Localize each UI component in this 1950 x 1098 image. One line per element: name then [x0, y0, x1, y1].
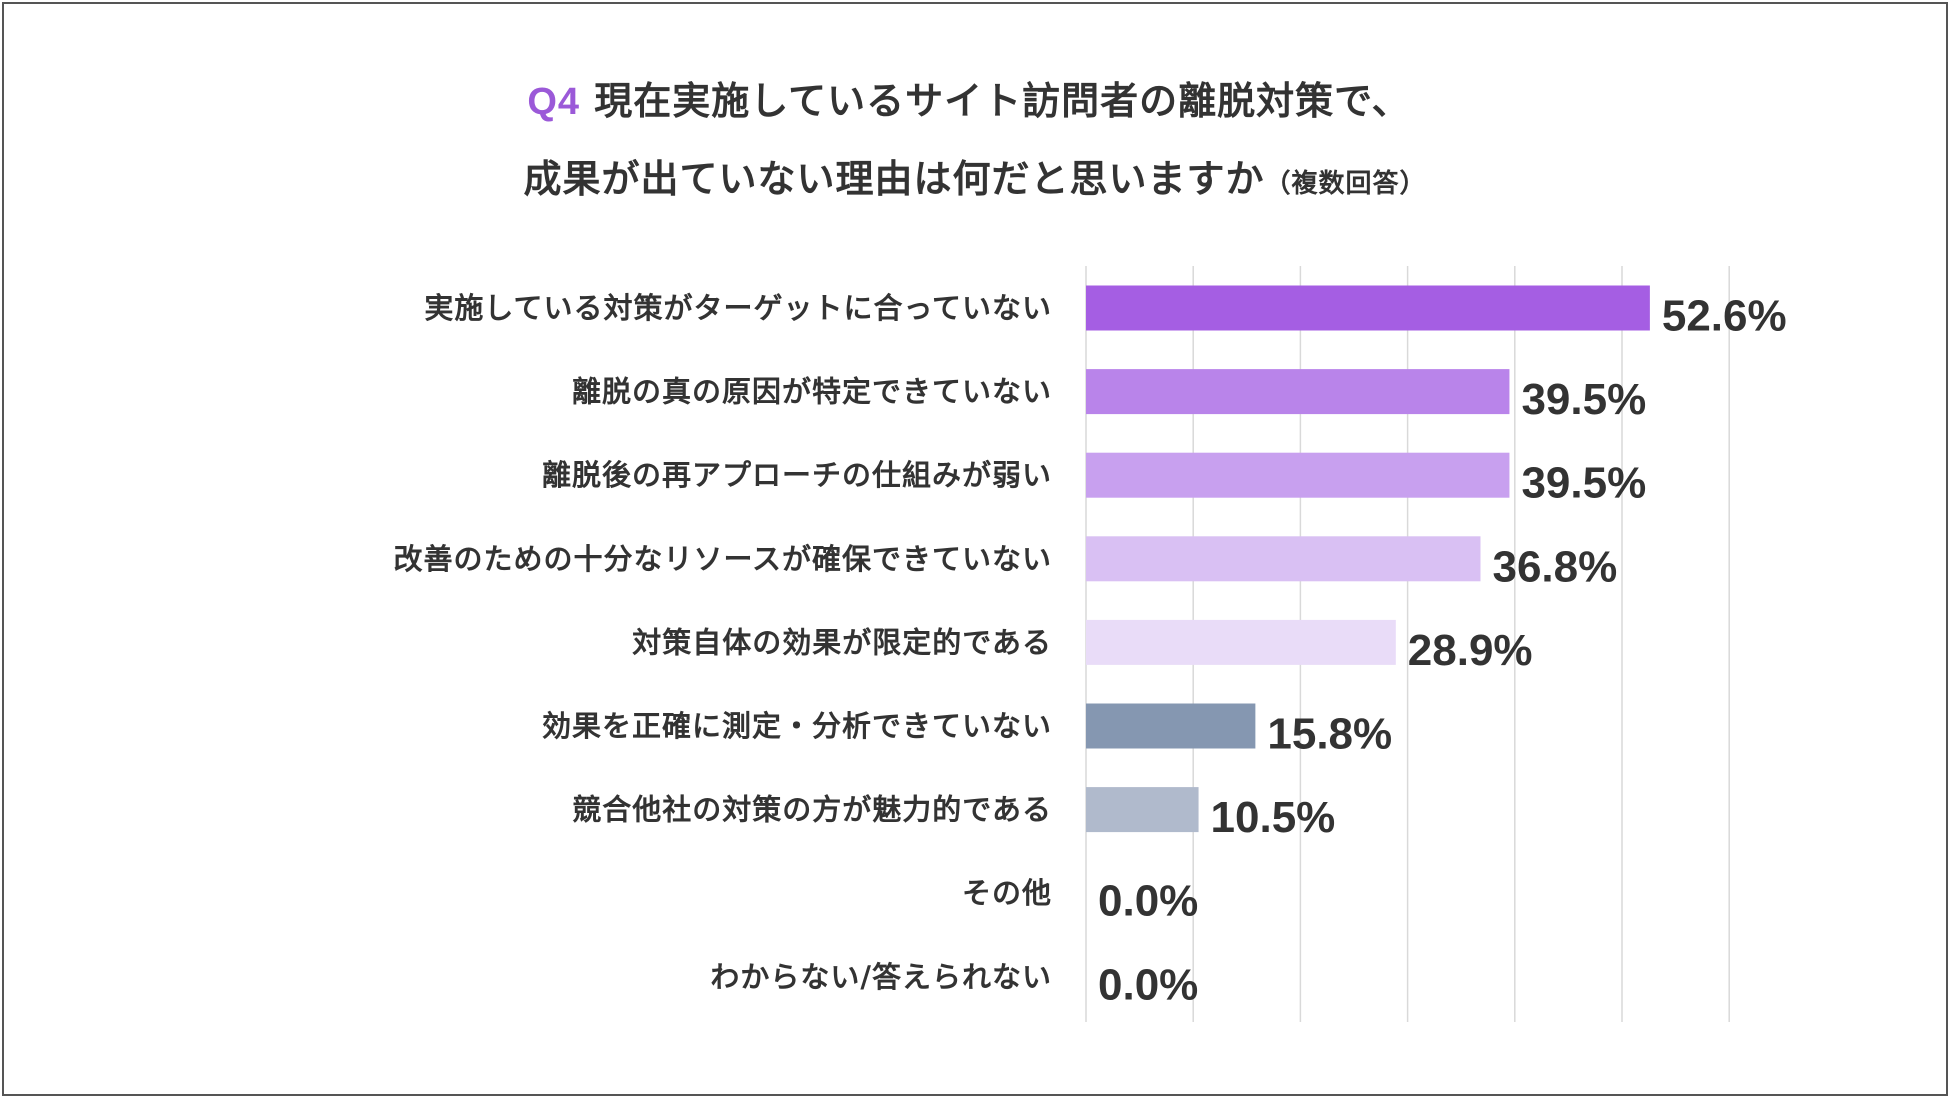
bar [1086, 369, 1510, 415]
value-label: 0.0% [1098, 960, 1198, 1009]
title-text-2: 成果が出ていない理由は何だと思いますか [523, 157, 1265, 201]
category-label: 対策自体の効果が限定的である [632, 625, 1052, 659]
bar [1086, 285, 1650, 331]
category-label: 離脱の真の原因が特定できていない [572, 375, 1052, 409]
value-label: 36.8% [1492, 542, 1617, 591]
value-label: 28.9% [1408, 626, 1533, 675]
bar [1086, 536, 1481, 582]
value-label: 39.5% [1521, 375, 1646, 424]
bar [1086, 703, 1256, 749]
bars [1086, 285, 1650, 833]
value-label: 15.8% [1267, 710, 1392, 759]
bar-chart: 実施している対策がターゲットに合っていない離脱の真の原因が特定できていない離脱後… [393, 266, 1787, 1022]
question-number: Q4 [527, 81, 581, 123]
category-label: わからない/答えられない [710, 960, 1052, 994]
category-label: 改善のための十分なリソースが確保できていない [393, 542, 1052, 576]
value-label: 0.0% [1098, 877, 1198, 926]
title-text-1: 現在実施しているサイト訪問者の離脱対策で、 [594, 79, 1411, 123]
category-label: 効果を正確に測定・分析できていない [542, 709, 1052, 743]
multiple-answer-note: （複数回答） [1264, 169, 1427, 199]
value-labels: 52.6% 39.5% 39.5% 36.8% 28.9% 15.8% 10.5% 0.0% 0… [1098, 292, 1787, 1010]
bar [1086, 619, 1396, 665]
value-label: 52.6% [1662, 292, 1787, 341]
category-label: その他 [962, 876, 1052, 910]
category-label: 競合他社の対策の方が魅力的である [572, 793, 1052, 827]
category-label: 離脱後の再アプローチの仕組みが弱い [542, 458, 1052, 492]
category-label: 実施している対策がターゲットに合っていない [424, 291, 1052, 325]
bar [1086, 452, 1510, 498]
category-labels: 実施している対策がターゲットに合っていない離脱の真の原因が特定できていない離脱後… [393, 291, 1052, 994]
bar [1086, 787, 1199, 833]
value-label: 10.5% [1211, 793, 1336, 842]
chart-title-line-2: 成果が出ていない理由は何だと思いますか（複数回答） [4, 148, 1946, 203]
chart-title-line-1: Q4 現在実施しているサイト訪問者の離脱対策で、 [0, 70, 1940, 125]
value-label: 39.5% [1521, 459, 1646, 508]
